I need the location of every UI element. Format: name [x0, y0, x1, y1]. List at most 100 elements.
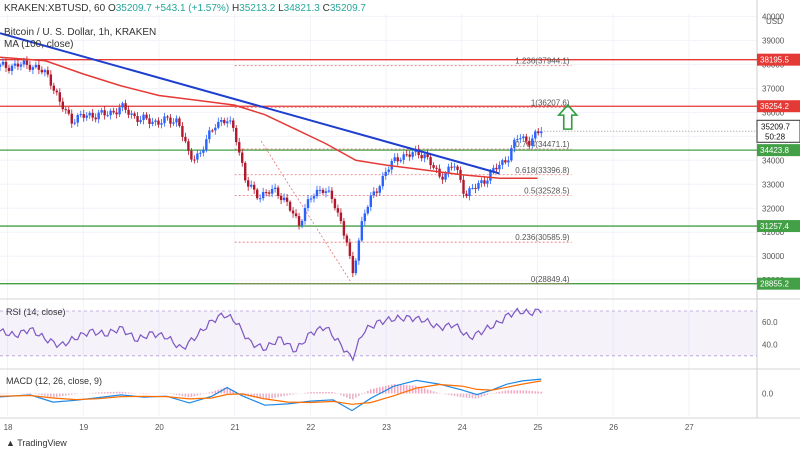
macd-histogram-bar	[444, 393, 447, 395]
candle-body	[238, 142, 241, 153]
macd-histogram-bar	[534, 391, 537, 394]
candle-body	[55, 90, 59, 93]
candle-body	[309, 198, 313, 200]
macd-histogram-bar	[417, 386, 420, 394]
candle-body	[345, 235, 349, 243]
macd-histogram-bar	[313, 392, 315, 394]
candle-body	[480, 180, 483, 184]
candle-body	[504, 160, 507, 163]
macd-histogram-bar	[516, 390, 519, 394]
level-price-label: 36254.2	[760, 102, 789, 111]
candle-body	[142, 114, 145, 121]
macd-histogram-bar	[471, 393, 474, 399]
macd-histogram-bar	[0, 393, 1, 395]
candle-body	[465, 193, 468, 197]
macd-histogram-bar	[50, 393, 52, 398]
macd-histogram-bar	[259, 393, 261, 399]
currency-label: USD	[766, 17, 783, 26]
candle-body	[52, 85, 56, 91]
trend-line	[0, 32, 500, 175]
rsi-band	[0, 310, 757, 356]
macd-histogram-bar	[390, 384, 393, 394]
macd-histogram-bar	[352, 393, 354, 400]
macd-histogram-bar	[229, 388, 232, 394]
macd-histogram-bar	[381, 386, 384, 394]
candle-body	[315, 189, 319, 197]
candle-body	[267, 192, 271, 194]
candle-body	[70, 113, 73, 124]
candle-body	[447, 166, 450, 174]
macd-histogram-bar	[208, 392, 211, 394]
candle-body	[226, 121, 229, 124]
macd-histogram-bar	[109, 392, 112, 394]
candle-body	[519, 138, 522, 140]
candle-body	[130, 113, 133, 115]
candle-body	[471, 187, 474, 189]
macd-histogram-bar	[316, 392, 318, 394]
candle-body	[169, 117, 172, 124]
candle-body	[40, 69, 44, 73]
macd-histogram-bar	[355, 393, 357, 398]
candle-body	[223, 119, 226, 124]
candle-body	[258, 198, 262, 200]
candle-body	[13, 63, 17, 66]
macd-histogram-bar	[322, 392, 324, 394]
candle-body	[510, 148, 513, 161]
macd-histogram-bar	[513, 390, 516, 394]
macd-histogram-bar	[328, 391, 330, 394]
macd-histogram-bar	[283, 393, 285, 397]
candle-body	[175, 118, 178, 123]
level-price-box	[757, 277, 800, 290]
candle-body	[417, 149, 420, 155]
macd-histogram-bar	[432, 391, 435, 394]
candle-body	[217, 121, 220, 128]
level-price-label: 31257.4	[760, 222, 789, 231]
candle-body	[121, 103, 124, 108]
candle-body	[372, 191, 375, 196]
candle-body	[396, 157, 399, 162]
rsi-legend: RSI (14, close)	[6, 307, 66, 317]
macd-histogram-bar	[292, 393, 294, 395]
macd-histogram-bar	[319, 392, 321, 394]
macd-histogram-bar	[118, 391, 121, 394]
chart-title: Bitcoin / U. S. Dollar, 1h, KRAKEN	[4, 27, 157, 38]
candle-body	[214, 127, 217, 131]
candle-body	[244, 162, 247, 181]
macd-histogram-bar	[64, 393, 67, 396]
candle-body	[408, 154, 411, 157]
macd-histogram-bar	[346, 393, 348, 398]
macd-histogram-bar	[331, 391, 333, 394]
candle-body	[127, 109, 130, 115]
fib-level-label: 0.764(34471.1)	[515, 140, 570, 149]
change-value: +543.1 (+1.57%)	[154, 3, 230, 14]
candle-body	[264, 192, 268, 194]
candle-body	[540, 131, 543, 134]
macd-histogram-bar	[286, 393, 288, 396]
candle-body	[474, 187, 477, 189]
candle-body	[28, 64, 32, 70]
macd-histogram-bar	[29, 392, 31, 394]
macd-histogram-bar	[420, 387, 423, 394]
macd-histogram-bar	[175, 393, 178, 396]
candle-body	[363, 213, 367, 222]
ma-legend[interactable]: MA (100, close)	[4, 39, 74, 50]
candle-body	[115, 112, 118, 115]
high-value: 35213.2	[239, 3, 276, 14]
candle-body	[160, 123, 163, 125]
candle-body	[49, 74, 53, 86]
macd-histogram-bar	[91, 392, 94, 394]
candle-body	[16, 63, 20, 67]
candle-body	[351, 255, 355, 274]
macd-histogram-bar	[325, 391, 327, 394]
candle-body	[348, 242, 352, 256]
macd-legend: MACD (12, 26, close, 9)	[6, 376, 102, 386]
candle-body	[357, 240, 361, 261]
macd-histogram-bar	[130, 392, 133, 394]
candle-body	[249, 184, 253, 187]
candle-body	[369, 195, 373, 207]
macd-histogram-bar	[426, 389, 429, 394]
candle-body	[435, 167, 438, 169]
candle-body	[229, 120, 232, 122]
candle-body	[468, 188, 471, 197]
